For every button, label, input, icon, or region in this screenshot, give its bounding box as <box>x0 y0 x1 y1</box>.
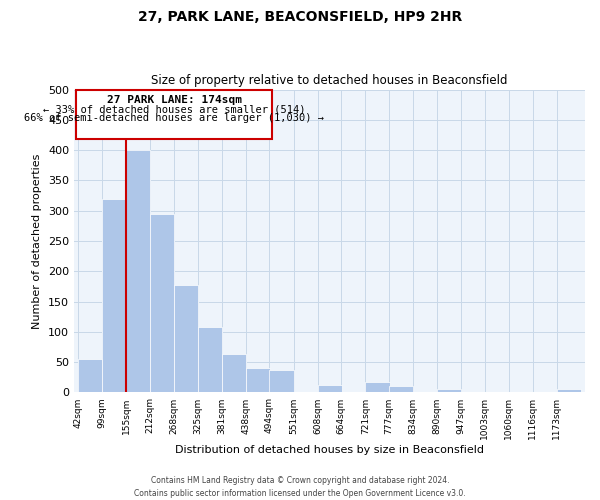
Text: Contains HM Land Registry data © Crown copyright and database right 2024.
Contai: Contains HM Land Registry data © Crown c… <box>134 476 466 498</box>
Bar <box>317 385 342 392</box>
Text: 27 PARK LANE: 174sqm: 27 PARK LANE: 174sqm <box>107 95 242 105</box>
Bar <box>103 198 127 392</box>
Text: 27, PARK LANE, BEACONSFIELD, HP9 2HR: 27, PARK LANE, BEACONSFIELD, HP9 2HR <box>138 10 462 24</box>
Bar <box>78 359 103 392</box>
Bar <box>126 150 150 392</box>
Bar <box>437 390 461 392</box>
Bar <box>76 90 272 139</box>
Bar <box>198 327 222 392</box>
Bar <box>389 386 413 392</box>
Bar <box>269 370 293 392</box>
Text: 66% of semi-detached houses are larger (1,030) →: 66% of semi-detached houses are larger (… <box>24 113 324 123</box>
Bar <box>365 382 389 392</box>
Bar <box>557 390 581 392</box>
Title: Size of property relative to detached houses in Beaconsfield: Size of property relative to detached ho… <box>151 74 508 87</box>
Bar <box>174 284 198 393</box>
X-axis label: Distribution of detached houses by size in Beaconsfield: Distribution of detached houses by size … <box>175 445 484 455</box>
Bar <box>221 354 246 393</box>
Text: ← 33% of detached houses are smaller (514): ← 33% of detached houses are smaller (51… <box>43 104 305 114</box>
Bar <box>246 368 270 392</box>
Y-axis label: Number of detached properties: Number of detached properties <box>32 154 43 328</box>
Bar <box>150 214 174 392</box>
